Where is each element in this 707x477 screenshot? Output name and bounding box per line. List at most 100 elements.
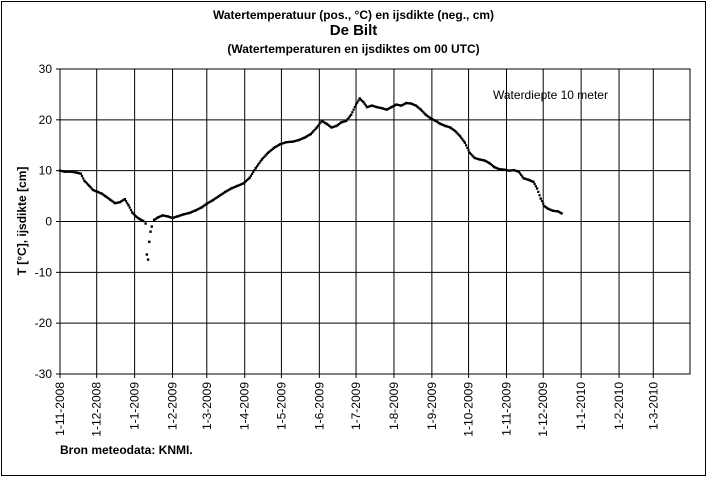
data-point <box>278 143 282 146</box>
data-point <box>461 138 464 141</box>
data-point <box>546 207 550 210</box>
data-point <box>520 173 523 177</box>
data-point <box>205 202 208 205</box>
data-point <box>198 207 201 210</box>
data-point <box>60 169 63 173</box>
data-point <box>494 166 497 169</box>
data-point <box>406 102 409 105</box>
data-point <box>167 215 170 218</box>
data-point <box>266 151 270 155</box>
data-point <box>197 207 200 211</box>
data-point <box>260 158 264 161</box>
data-point <box>165 215 168 218</box>
data-points <box>58 97 563 261</box>
data-point <box>317 124 320 127</box>
data-point <box>210 199 213 202</box>
data-point <box>323 121 326 124</box>
data-point <box>433 119 436 122</box>
data-point <box>130 211 134 214</box>
data-point <box>139 218 142 221</box>
data-point <box>521 175 524 178</box>
data-point <box>543 205 546 208</box>
data-point <box>133 213 136 217</box>
data-point <box>274 145 277 149</box>
data-point <box>95 190 98 193</box>
data-point <box>152 218 156 222</box>
data-point <box>312 130 315 133</box>
data-point <box>513 169 517 172</box>
data-point <box>230 187 233 190</box>
y-tick-label: 0 <box>45 215 52 229</box>
data-point <box>239 183 243 186</box>
data-point <box>280 142 283 145</box>
data-point <box>318 123 321 126</box>
data-point <box>112 201 115 204</box>
x-tick-label: 1-4-2009 <box>238 382 252 430</box>
data-point <box>329 125 332 128</box>
data-point <box>425 114 429 117</box>
data-point <box>489 162 492 166</box>
data-point <box>116 201 119 204</box>
data-point <box>343 120 347 123</box>
data-point <box>389 106 392 109</box>
data-point <box>113 202 117 205</box>
data-point <box>73 171 76 174</box>
data-point <box>452 129 456 132</box>
data-point <box>479 158 482 161</box>
data-point <box>189 211 192 214</box>
data-point <box>100 192 103 195</box>
data-point <box>466 146 469 149</box>
x-tick-label: 1-10-2009 <box>462 382 476 437</box>
data-point <box>288 140 292 143</box>
data-point <box>363 102 366 105</box>
x-tick-label: 1-12-2008 <box>90 382 104 437</box>
data-point <box>122 198 125 201</box>
data-point <box>417 106 420 109</box>
data-point <box>418 107 421 110</box>
y-axis-label: T [°C], ijsdikte [cm] <box>15 167 29 276</box>
y-tick-label: -20 <box>35 316 53 330</box>
y-tick-label: 20 <box>39 113 53 127</box>
data-point <box>192 210 195 213</box>
data-point <box>62 170 65 173</box>
data-point <box>61 170 64 173</box>
data-point <box>102 194 106 197</box>
data-point <box>379 106 382 109</box>
data-point <box>491 164 495 168</box>
data-point <box>362 100 365 104</box>
data-point <box>208 201 211 204</box>
data-point <box>187 212 190 215</box>
data-point <box>299 138 303 141</box>
data-point <box>231 186 234 190</box>
annotation: Waterdiepte 10 meter <box>493 88 608 102</box>
data-point <box>326 123 330 126</box>
data-point <box>532 180 535 184</box>
data-point <box>330 126 333 129</box>
data-point <box>148 240 151 244</box>
data-point <box>345 119 348 123</box>
x-tick-label: 1-11-2009 <box>500 382 514 436</box>
data-point <box>471 154 474 157</box>
data-point <box>275 145 278 148</box>
data-point <box>296 139 299 142</box>
data-point <box>401 103 404 107</box>
data-point <box>430 117 433 121</box>
data-point <box>233 185 237 189</box>
data-point <box>173 216 177 219</box>
data-point <box>217 194 221 198</box>
data-point <box>467 149 470 152</box>
data-point <box>155 217 158 220</box>
data-point <box>222 191 226 194</box>
station-name: De Bilt <box>329 22 378 39</box>
data-point <box>291 140 294 143</box>
data-point <box>394 104 397 107</box>
data-point <box>392 104 396 107</box>
data-point <box>244 180 248 183</box>
data-point <box>483 159 486 162</box>
data-point <box>348 115 352 118</box>
data-point <box>246 178 249 182</box>
data-point <box>480 158 484 162</box>
data-point <box>505 169 508 172</box>
data-point <box>455 131 458 134</box>
data-point <box>104 194 107 198</box>
